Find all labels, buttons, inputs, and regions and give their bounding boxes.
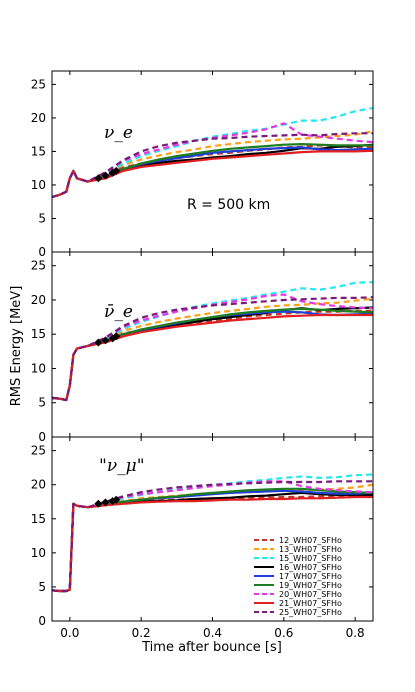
- x-tick-label: 0.2: [132, 626, 151, 640]
- y-tick-label: 10: [31, 361, 46, 375]
- legend-entry: 12_WH07_SFHo: [279, 536, 342, 545]
- panel-frame: [51, 436, 374, 622]
- series-line-21_WH07_SFHo: [52, 313, 373, 402]
- diamond-marker: [101, 498, 110, 507]
- panel-frame: [51, 70, 374, 253]
- legend-entry: 13_WH07_SFHo: [279, 545, 342, 554]
- y-tick-label: 0: [38, 245, 46, 259]
- series-line-20_WH07_SFHo: [52, 293, 373, 402]
- panel-ticks: 0 5 10 15 20 25: [31, 437, 373, 628]
- diamond-marker: [94, 338, 103, 347]
- panel-ticks: 0 5 10 15 20 25: [31, 252, 373, 444]
- series-line-25_WH07_SFHo: [52, 132, 373, 199]
- panel-markers: [94, 495, 121, 508]
- diamond-marker: [112, 495, 121, 504]
- panel-label: ν̄_e: [104, 302, 133, 322]
- panel-series-lines: [52, 281, 373, 402]
- legend: 12_WH07_SFHo13_WH07_SFHo15_WH07_SFHo16_W…: [254, 536, 342, 617]
- y-tick-label: 20: [31, 293, 46, 307]
- x-tick-label: 0.6: [274, 626, 293, 640]
- series-line-13_WH07_SFHo: [52, 130, 373, 199]
- legend-entry: 21_WH07_SFHo: [279, 599, 342, 608]
- y-tick-label: 5: [38, 211, 46, 225]
- panel-markers: [94, 332, 121, 347]
- x-tick-label: 0.4: [203, 626, 222, 640]
- panel-series-lines: [52, 473, 373, 593]
- panel-markers: [94, 166, 121, 183]
- y-tick-label: 15: [31, 144, 46, 158]
- panel-label: "ν_μ": [99, 456, 145, 476]
- series-line-13_WH07_SFHo: [52, 297, 373, 402]
- x-axis-label: Time after bounce [s]: [141, 640, 282, 655]
- diamond-marker: [94, 499, 103, 508]
- panel-series-lines: [52, 106, 373, 199]
- y-tick-label: 25: [31, 77, 46, 91]
- diamond-marker: [101, 336, 110, 345]
- y-tick-label: 15: [31, 512, 46, 526]
- series-line-17_WH07_SFHo: [52, 310, 373, 402]
- series-line-16_WH07_SFHo: [52, 306, 373, 402]
- series-line-12_WH07_SFHo: [52, 309, 373, 402]
- legend-entry: 20_WH07_SFHo: [279, 590, 342, 599]
- legend-entry: 17_WH07_SFHo: [279, 572, 342, 581]
- y-tick-label: 25: [31, 444, 46, 458]
- series-line-25_WH07_SFHo: [52, 480, 373, 593]
- legend-entry: 16_WH07_SFHo: [279, 563, 342, 572]
- x-axis: 0.0 0.2 0.4 0.6 0.8: [60, 626, 364, 640]
- x-tick-label: 0.0: [60, 626, 79, 640]
- legend-entry: 25_WH07_SFHo: [279, 608, 342, 617]
- y-tick-label: 0: [38, 430, 46, 444]
- y-axis-label: RMS Energy [MeV]: [9, 286, 24, 407]
- panel-nu-e: 0 5 10 15 20 25 ν_e R = 500 km: [31, 70, 374, 259]
- y-tick-label: 20: [31, 478, 46, 492]
- legend-entry: 19_WH07_SFHo: [279, 581, 342, 590]
- y-tick-label: 15: [31, 327, 46, 341]
- y-tick-label: 10: [31, 178, 46, 192]
- legend-entry: 15_WH07_SFHo: [279, 554, 342, 563]
- y-tick-label: 5: [38, 396, 46, 410]
- radius-annotation: R = 500 km: [187, 197, 270, 213]
- panel-label: ν_e: [104, 123, 133, 143]
- x-tick-label: 0.8: [346, 626, 365, 640]
- diamond-marker: [112, 166, 121, 175]
- y-tick-label: 0: [38, 614, 46, 628]
- series-line-25_WH07_SFHo: [52, 296, 373, 402]
- diamond-marker: [112, 332, 121, 341]
- y-tick-label: 5: [38, 580, 46, 594]
- diamond-marker: [94, 174, 103, 183]
- panel-ticks: 0 5 10 15 20 25: [31, 71, 373, 259]
- y-tick-label: 25: [31, 259, 46, 273]
- y-tick-label: 10: [31, 546, 46, 560]
- y-tick-label: 20: [31, 111, 46, 125]
- panel-nu-mu: 0 5 10 15 20 25 "ν_μ": [31, 436, 374, 628]
- panel-nu-e-bar: 0 5 10 15 20 25 ν̄_e: [31, 251, 374, 444]
- diamond-marker: [101, 171, 110, 180]
